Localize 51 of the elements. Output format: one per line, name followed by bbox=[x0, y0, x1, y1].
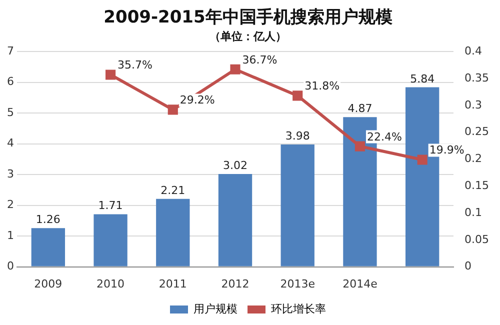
y2-tick-label: 0.4 bbox=[464, 44, 482, 58]
y2-tick-label: 0.15 bbox=[464, 178, 490, 192]
data-label: 22.4% bbox=[366, 130, 402, 144]
x-tick-label: 2010 bbox=[96, 277, 125, 290]
bar bbox=[94, 214, 128, 266]
y2-tick-label: 0 bbox=[464, 260, 472, 273]
chart-subtitle: （单位：亿人） bbox=[210, 30, 286, 43]
data-label: 1.26 bbox=[36, 213, 60, 226]
y-tick-label: 1 bbox=[7, 228, 14, 242]
data-label: 19.9% bbox=[429, 144, 464, 157]
data-label: 5.84 bbox=[410, 72, 435, 86]
bar bbox=[218, 174, 252, 266]
x-tick-label: 2011 bbox=[158, 277, 187, 290]
y2-tick-label: 0.2 bbox=[464, 152, 482, 166]
data-label: 31.8% bbox=[304, 80, 340, 93]
data-label: 4.87 bbox=[348, 102, 372, 116]
y2-tick-label: 0.35 bbox=[464, 71, 490, 84]
bar bbox=[31, 228, 66, 266]
bar bbox=[280, 144, 314, 266]
bar bbox=[156, 198, 190, 266]
data-label: 3.02 bbox=[223, 158, 248, 172]
x-tick-label: 2009 bbox=[34, 277, 62, 290]
chart-title: 2009-2015年中国手机搜索用户规模 bbox=[104, 8, 392, 28]
y-tick-label: 5 bbox=[7, 106, 14, 119]
point bbox=[106, 70, 116, 80]
data-label: 2.21 bbox=[160, 184, 186, 197]
y2-tick-label: 0.3 bbox=[464, 98, 482, 112]
data-label: 29.2% bbox=[180, 94, 215, 107]
x-tick-label: 2012 bbox=[221, 277, 250, 290]
x-tick-label: 2014e bbox=[342, 277, 378, 290]
legend-label: 环比增长率 bbox=[271, 302, 326, 316]
y2-tick-label: 0.05 bbox=[464, 232, 490, 246]
data-label: 1.71 bbox=[98, 199, 123, 212]
y-tick-label: 6 bbox=[7, 75, 14, 88]
x-tick-label: 2013e bbox=[280, 277, 316, 290]
data-label: 35.7% bbox=[118, 58, 152, 72]
legend-label: 用户规模 bbox=[194, 302, 238, 316]
data-label: 36.7% bbox=[242, 53, 278, 66]
y2-tick-label: 0.25 bbox=[464, 125, 490, 138]
point bbox=[292, 90, 303, 101]
point bbox=[354, 141, 366, 152]
point bbox=[417, 154, 428, 165]
y-tick-label: 4 bbox=[7, 136, 14, 150]
data-label: 3.98 bbox=[285, 129, 310, 142]
point bbox=[168, 104, 178, 115]
y-tick-label: 3 bbox=[7, 167, 14, 180]
y-tick-label: 2 bbox=[7, 198, 14, 212]
y-tick-label: 7 bbox=[7, 44, 14, 58]
y-tick-label: 0 bbox=[7, 260, 14, 273]
y2-tick-label: 0.1 bbox=[464, 206, 482, 219]
point bbox=[230, 64, 240, 74]
